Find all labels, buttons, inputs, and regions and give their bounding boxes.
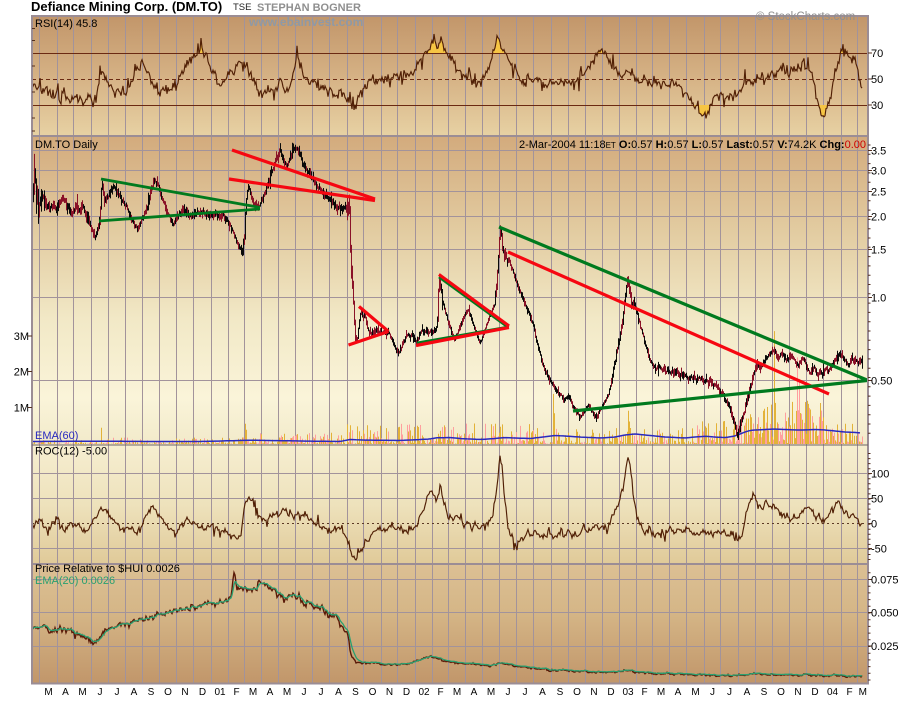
svg-text:www.ebainvest.com: www.ebainvest.com — [248, 15, 363, 29]
svg-text:M: M — [657, 687, 665, 698]
svg-text:M: M — [249, 687, 257, 698]
svg-text:0.025: 0.025 — [871, 641, 899, 653]
svg-text:A: A — [539, 687, 546, 698]
svg-text:Defiance Mining Corp. (DM.TO): Defiance Mining Corp. (DM.TO) — [31, 0, 222, 14]
svg-text:A: A — [471, 687, 478, 698]
svg-text:M: M — [691, 687, 699, 698]
svg-text:3.0: 3.0 — [871, 166, 886, 178]
svg-text:N: N — [181, 687, 188, 698]
svg-text:A: A — [62, 687, 69, 698]
svg-text:J: J — [115, 687, 120, 698]
svg-text:J: J — [506, 687, 511, 698]
svg-text:03: 03 — [622, 687, 634, 698]
svg-text:2.0: 2.0 — [871, 212, 886, 224]
svg-text:N: N — [386, 687, 393, 698]
svg-text:F: F — [233, 687, 239, 698]
svg-text:3.5: 3.5 — [871, 146, 886, 158]
svg-text:D: D — [811, 687, 818, 698]
svg-text:O: O — [777, 687, 785, 698]
svg-text:2M: 2M — [14, 367, 29, 379]
svg-text:O: O — [164, 687, 172, 698]
svg-text:A: A — [267, 687, 274, 698]
svg-text:100: 100 — [871, 469, 889, 481]
svg-text:© StockCharts.com: © StockCharts.com — [756, 11, 855, 23]
svg-text:N: N — [590, 687, 597, 698]
svg-text:50: 50 — [871, 74, 883, 86]
svg-text:J: J — [319, 687, 324, 698]
svg-text:M: M — [283, 687, 291, 698]
svg-text:D: D — [607, 687, 614, 698]
svg-text:DM.TO Daily: DM.TO Daily — [35, 139, 98, 151]
svg-text:A: A — [335, 687, 342, 698]
svg-text:1.0: 1.0 — [871, 293, 886, 305]
svg-text:J: J — [302, 687, 307, 698]
svg-text:04: 04 — [827, 687, 839, 698]
svg-text:J: J — [523, 687, 528, 698]
svg-text:2-Mar-2004 11:18ET O:0.57 H:0.: 2-Mar-2004 11:18ET O:0.57 H:0.57 L:0.57 … — [519, 139, 866, 151]
svg-text:70: 70 — [871, 48, 883, 60]
svg-text:M: M — [453, 687, 461, 698]
svg-text:F: F — [641, 687, 647, 698]
svg-text:0.050: 0.050 — [871, 608, 899, 620]
svg-text:J: J — [710, 687, 715, 698]
svg-text:A: A — [675, 687, 682, 698]
svg-text:1M: 1M — [14, 403, 29, 415]
svg-text:S: S — [557, 687, 564, 698]
svg-text:3M: 3M — [14, 331, 29, 343]
svg-text:Price Relative to $HUI 0.0026: Price Relative to $HUI 0.0026 — [35, 563, 180, 575]
svg-text:O: O — [369, 687, 377, 698]
svg-text:2.5: 2.5 — [871, 187, 886, 199]
svg-text:ROC(12) -5.00: ROC(12) -5.00 — [35, 446, 107, 458]
svg-text:J: J — [98, 687, 103, 698]
svg-text:S: S — [148, 687, 155, 698]
svg-text:M: M — [859, 687, 867, 698]
svg-text:S: S — [761, 687, 768, 698]
svg-text:-50: -50 — [871, 544, 887, 556]
svg-text:0: 0 — [871, 519, 877, 531]
svg-text:O: O — [573, 687, 581, 698]
svg-text:S: S — [352, 687, 359, 698]
svg-text:50: 50 — [871, 494, 883, 506]
svg-text:M: M — [487, 687, 495, 698]
svg-text:EMA(60): EMA(60) — [35, 430, 78, 442]
svg-text:TSE: TSE — [233, 2, 251, 13]
svg-text:F: F — [437, 687, 443, 698]
svg-text:RSI(14) 45.8: RSI(14) 45.8 — [35, 18, 97, 30]
svg-text:A: A — [131, 687, 138, 698]
svg-text:02: 02 — [418, 687, 430, 698]
svg-text:0.075: 0.075 — [871, 575, 899, 587]
svg-text:N: N — [794, 687, 801, 698]
svg-text:J: J — [727, 687, 732, 698]
svg-text:A: A — [744, 687, 751, 698]
svg-text:30: 30 — [871, 100, 883, 112]
svg-text:1.5: 1.5 — [871, 245, 886, 257]
svg-text:D: D — [403, 687, 410, 698]
svg-text:M: M — [78, 687, 86, 698]
svg-text:F: F — [846, 687, 852, 698]
svg-text:STEPHAN BOGNER: STEPHAN BOGNER — [257, 2, 361, 14]
svg-text:M: M — [44, 687, 52, 698]
svg-text:EMA(20) 0.0026: EMA(20) 0.0026 — [35, 575, 115, 587]
svg-text:0.50: 0.50 — [871, 376, 892, 388]
svg-text:D: D — [199, 687, 206, 698]
svg-text:01: 01 — [214, 687, 226, 698]
